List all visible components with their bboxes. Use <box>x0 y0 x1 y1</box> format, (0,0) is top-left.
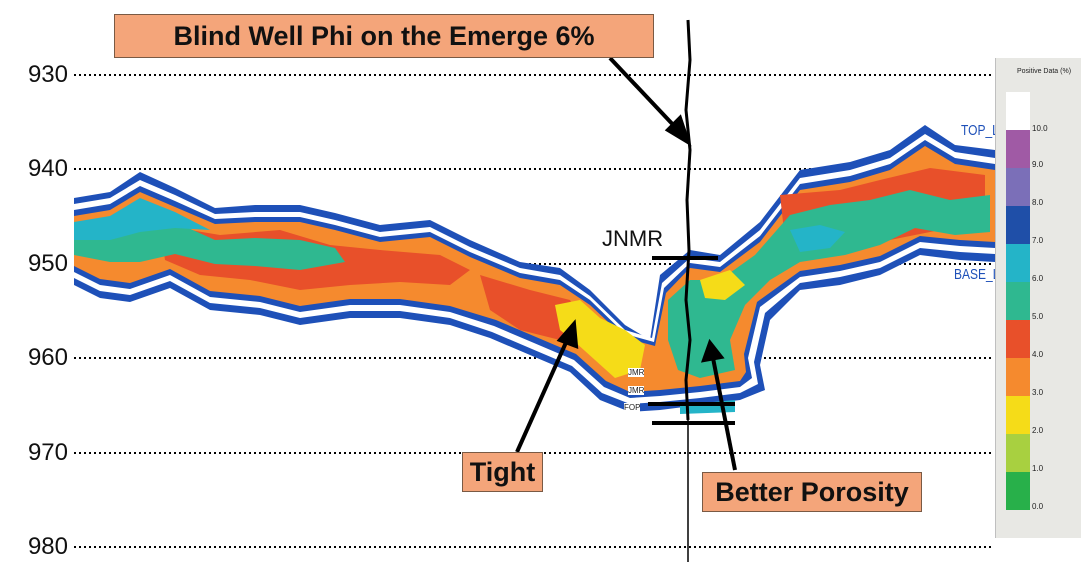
legend-swatch <box>1006 244 1030 282</box>
legend-label: 6.0 <box>1032 274 1044 283</box>
tight-arrow-line <box>515 337 570 453</box>
tight-callout: Tight <box>462 452 543 492</box>
legend-label: 5.0 <box>1032 312 1044 321</box>
jnmr-label: JNMR <box>602 226 664 251</box>
legend-label: 10.0 <box>1032 124 1048 133</box>
porosity-arrow-line <box>711 357 737 471</box>
legend-label: 8.0 <box>1032 198 1044 207</box>
legend-swatch <box>1006 282 1030 320</box>
small-well-label-1: JMR <box>628 368 645 377</box>
depth-tick-970: 970 <box>27 439 68 466</box>
legend-label: 7.0 <box>1032 236 1044 245</box>
better-porosity-callout: Better Porosity <box>702 472 922 512</box>
legend-label: 1.0 <box>1032 464 1044 473</box>
small-well-label-2: JMR <box>628 386 645 395</box>
depth-tick-980: 980 <box>27 533 68 560</box>
legend-swatch <box>1006 168 1030 206</box>
annotation-arrows <box>515 56 737 471</box>
depth-tick-930: 930 <box>27 61 68 88</box>
legend-swatch <box>1006 92 1030 130</box>
porosity-fill-yellow-tight <box>555 300 645 378</box>
legend-swatch <box>1006 434 1030 472</box>
well-path <box>648 19 735 562</box>
depth-tick-960: 960 <box>27 344 68 371</box>
well-trace-upper <box>684 19 692 421</box>
legend-label: 3.0 <box>1032 388 1044 397</box>
legend-label: 0.0 <box>1032 502 1044 511</box>
title-callout: Blind Well Phi on the Emerge 6% <box>114 14 654 58</box>
legend-swatch <box>1006 206 1030 244</box>
legend-swatch <box>1006 472 1030 510</box>
legend-label: 9.0 <box>1032 160 1044 169</box>
legend-label: 4.0 <box>1032 350 1044 359</box>
tight-arrow-head <box>556 319 579 349</box>
porosity-body <box>74 125 995 414</box>
title-arrow-line <box>608 56 680 132</box>
outer-boundary-band <box>74 125 995 412</box>
legend-swatch <box>1006 358 1030 396</box>
porosity-fill-cyan-left <box>74 198 210 240</box>
porosity-arrow-head <box>700 338 725 363</box>
legend-label: 2.0 <box>1032 426 1044 435</box>
legend-swatch <box>1006 396 1030 434</box>
legend-swatch <box>1006 130 1030 168</box>
depth-tick-940: 940 <box>27 155 68 182</box>
depth-tick-950: 950 <box>27 250 68 277</box>
legend-swatch <box>1006 320 1030 358</box>
small-well-label-3: FOP <box>624 403 641 412</box>
porosity-fill-yellow-right <box>700 270 745 300</box>
title-arrow-head <box>664 114 692 147</box>
porosity-fill-cyan-right <box>790 225 845 252</box>
legend-title: Positive Data (%) <box>1016 68 1072 75</box>
